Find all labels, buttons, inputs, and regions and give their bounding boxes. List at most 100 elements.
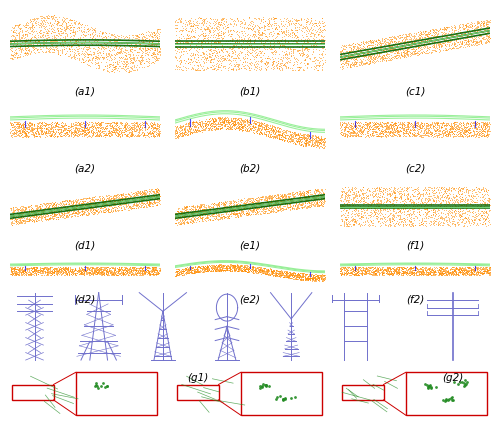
Point xyxy=(262,125,270,132)
Point xyxy=(302,20,310,27)
Point xyxy=(190,264,198,270)
Point xyxy=(453,125,461,131)
Point xyxy=(98,128,106,135)
Point xyxy=(473,27,481,34)
Point xyxy=(346,220,354,227)
Point xyxy=(202,217,210,224)
Point xyxy=(84,122,92,128)
Point xyxy=(451,267,459,274)
Point xyxy=(278,125,285,132)
Point xyxy=(123,265,131,271)
Point xyxy=(384,133,392,140)
Point xyxy=(185,267,193,273)
Point xyxy=(84,128,92,135)
Point xyxy=(310,65,318,72)
Point xyxy=(204,118,212,125)
Point xyxy=(357,128,365,135)
Point xyxy=(242,116,250,123)
Point xyxy=(458,211,466,217)
Point xyxy=(150,29,158,36)
Point xyxy=(358,128,366,135)
Point xyxy=(12,270,20,277)
Point xyxy=(46,266,54,273)
Point xyxy=(223,203,231,210)
Point xyxy=(398,52,406,59)
Point xyxy=(462,380,470,387)
Point xyxy=(136,194,143,201)
Point xyxy=(356,187,364,194)
Point xyxy=(17,131,25,138)
Point xyxy=(224,125,232,131)
Point xyxy=(108,46,116,53)
Point xyxy=(470,119,478,126)
Point xyxy=(406,49,414,56)
Point xyxy=(78,268,86,275)
Point xyxy=(9,214,17,221)
Point xyxy=(458,271,466,278)
Point xyxy=(84,211,92,218)
Point xyxy=(146,268,154,275)
Point xyxy=(442,47,450,54)
Point xyxy=(209,210,217,217)
Point xyxy=(420,34,428,41)
Point xyxy=(364,48,372,54)
Point xyxy=(86,32,94,39)
Point xyxy=(148,130,156,137)
Point xyxy=(104,32,112,39)
Point xyxy=(440,130,448,137)
Point xyxy=(269,65,277,72)
Point xyxy=(431,209,439,216)
Point xyxy=(135,133,143,140)
Point xyxy=(392,264,400,271)
Point xyxy=(16,265,24,272)
Point xyxy=(272,269,280,276)
Point xyxy=(108,51,116,58)
Point xyxy=(480,266,488,273)
Point xyxy=(400,48,408,54)
Point xyxy=(45,126,53,133)
Point xyxy=(366,211,374,218)
Point xyxy=(130,201,138,208)
Point xyxy=(115,54,123,60)
Point xyxy=(354,269,362,276)
Point xyxy=(194,32,202,39)
Point xyxy=(387,54,395,61)
Point xyxy=(251,53,259,60)
Point xyxy=(310,135,318,142)
Point xyxy=(28,268,36,274)
Point xyxy=(254,198,262,205)
Point xyxy=(111,33,119,40)
Point xyxy=(310,29,318,36)
Point xyxy=(390,123,398,130)
Point xyxy=(91,196,99,202)
Point xyxy=(342,119,350,126)
Point xyxy=(110,192,118,199)
Point xyxy=(32,210,40,217)
Point xyxy=(436,200,444,207)
Point xyxy=(178,268,186,275)
Point xyxy=(476,33,484,39)
Point xyxy=(417,196,425,202)
Point xyxy=(252,207,260,214)
Point xyxy=(117,39,125,45)
Point xyxy=(139,129,147,136)
Point xyxy=(398,209,406,216)
Point xyxy=(106,60,114,67)
Point xyxy=(154,28,162,35)
Point xyxy=(410,265,418,271)
Point xyxy=(444,132,452,139)
Point xyxy=(318,271,326,278)
Point xyxy=(212,51,220,58)
Point xyxy=(126,40,134,47)
Point xyxy=(86,132,94,139)
Point xyxy=(262,125,270,132)
Point xyxy=(401,196,409,202)
Point xyxy=(190,37,198,44)
Point xyxy=(254,35,262,42)
Point xyxy=(301,56,309,62)
Point xyxy=(202,263,210,270)
Point xyxy=(267,29,275,36)
Point xyxy=(96,129,104,136)
Point xyxy=(430,26,438,33)
Point xyxy=(376,128,384,135)
